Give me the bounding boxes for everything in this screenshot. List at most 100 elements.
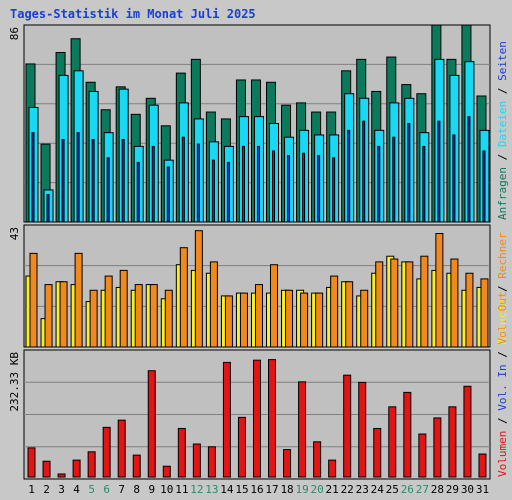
bar-rechner (179, 247, 188, 348)
bar-volumen (313, 441, 322, 478)
x-tick-label: 14 (220, 483, 234, 496)
x-tick-label: 11 (175, 483, 188, 496)
x-tick-label: 12 (190, 483, 203, 496)
bar-rechner (194, 230, 203, 348)
bar-seiten (256, 145, 260, 223)
bar-seiten (317, 155, 321, 223)
bar-seiten (151, 145, 155, 223)
bar-volumen (147, 370, 156, 478)
bar-volumen (343, 374, 352, 478)
x-tick-label: 10 (160, 483, 173, 496)
bar-volumen (132, 454, 141, 478)
legend-separator: / (496, 345, 509, 365)
bar-seiten (46, 194, 50, 223)
bar-volumen (418, 433, 427, 478)
legend-separator: / (496, 81, 509, 101)
bar-seiten (31, 132, 35, 223)
bar-rechner (285, 289, 294, 348)
bar-seiten (302, 152, 306, 223)
x-tick-label: 18 (280, 483, 293, 496)
bar-volumen (162, 465, 171, 478)
x-tick-label: 7 (118, 483, 125, 496)
bar-rechner (390, 258, 399, 348)
bar-rechner (149, 284, 158, 348)
legend-dateien: Dateien (496, 101, 509, 147)
x-tick-label: 13 (205, 483, 218, 496)
x-tick-label: 17 (265, 483, 278, 496)
bar-rechner (300, 292, 309, 348)
bar-rechner (480, 278, 489, 348)
x-tick-label: 23 (356, 483, 369, 496)
bar-seiten (166, 166, 170, 223)
legend-rechner: Rechner (496, 232, 509, 279)
bar-volumen (102, 426, 111, 478)
bar-rechner (224, 295, 233, 348)
y-max-label: 43 (8, 227, 21, 240)
x-tick-label: 25 (386, 483, 399, 496)
bar-seiten (211, 159, 215, 223)
bar-volumen (298, 381, 307, 478)
bar-seiten (422, 145, 426, 223)
x-tick-label: 30 (461, 483, 474, 496)
bar-rechner (465, 272, 474, 348)
x-tick-label: 8 (133, 483, 140, 496)
bar-seiten (61, 139, 65, 223)
x-tick-label: 28 (431, 483, 444, 496)
bar-rechner (134, 284, 143, 348)
bar-volumen (403, 391, 412, 478)
x-tick-label: 27 (416, 483, 429, 496)
x-tick-label: 9 (148, 483, 155, 496)
bar-seiten (332, 157, 336, 223)
bar-rechner (164, 289, 173, 348)
y-max-label: 86 (8, 27, 21, 40)
x-tick-label: 26 (401, 483, 414, 496)
x-tick-label: 24 (371, 483, 385, 496)
bar-seiten (362, 120, 366, 223)
bar-rechner (360, 289, 369, 348)
bar-rechner (59, 281, 68, 348)
legend-seiten: Seiten (496, 41, 509, 81)
bar-volumen (177, 427, 186, 478)
bar-seiten (452, 134, 456, 223)
bar-rechner (375, 261, 384, 348)
bar-volumen (252, 359, 261, 478)
x-tick-label: 31 (476, 483, 489, 496)
y-max-label: 232.33 KB (8, 352, 21, 412)
bar-seiten (287, 155, 291, 223)
bar-seiten (437, 120, 441, 223)
bar-seiten (136, 161, 140, 223)
x-tick-label: 29 (446, 483, 459, 496)
bar-rechner (345, 281, 354, 348)
bar-volumen (283, 449, 292, 478)
bar-seiten (181, 136, 185, 223)
bar-volumen (373, 427, 382, 478)
x-tick-label: 5 (88, 483, 95, 496)
legend-vol-out: Vol. Out (496, 292, 509, 345)
bar-volumen (388, 406, 397, 478)
bar-volumen (57, 473, 66, 478)
bar-seiten (106, 157, 110, 223)
x-tick-label: 6 (103, 483, 110, 496)
legend-top: Anfragen / Dateien / Seiten (496, 41, 509, 220)
bar-volumen (463, 385, 472, 478)
bar-rechner (420, 255, 429, 348)
bar-rechner (89, 289, 98, 348)
bar-rechner (450, 258, 459, 348)
bar-rechner (74, 252, 83, 348)
bar-seiten (226, 161, 230, 223)
bar-volumen (72, 459, 81, 478)
bar-rechner (270, 264, 279, 348)
bar-rechner (330, 275, 339, 348)
bar-rechner (29, 252, 38, 348)
x-tick-label: 4 (73, 483, 80, 496)
bar-seiten (76, 132, 80, 223)
bar-rechner (104, 275, 113, 348)
x-tick-label: 19 (295, 483, 308, 496)
chart-title: Tages-Statistik im Monat Juli 2025 (10, 7, 256, 21)
legend-besuche: Besuche (496, 299, 509, 345)
bar-volumen (478, 453, 487, 478)
bar-seiten (347, 129, 351, 223)
bar-seiten (482, 150, 486, 223)
